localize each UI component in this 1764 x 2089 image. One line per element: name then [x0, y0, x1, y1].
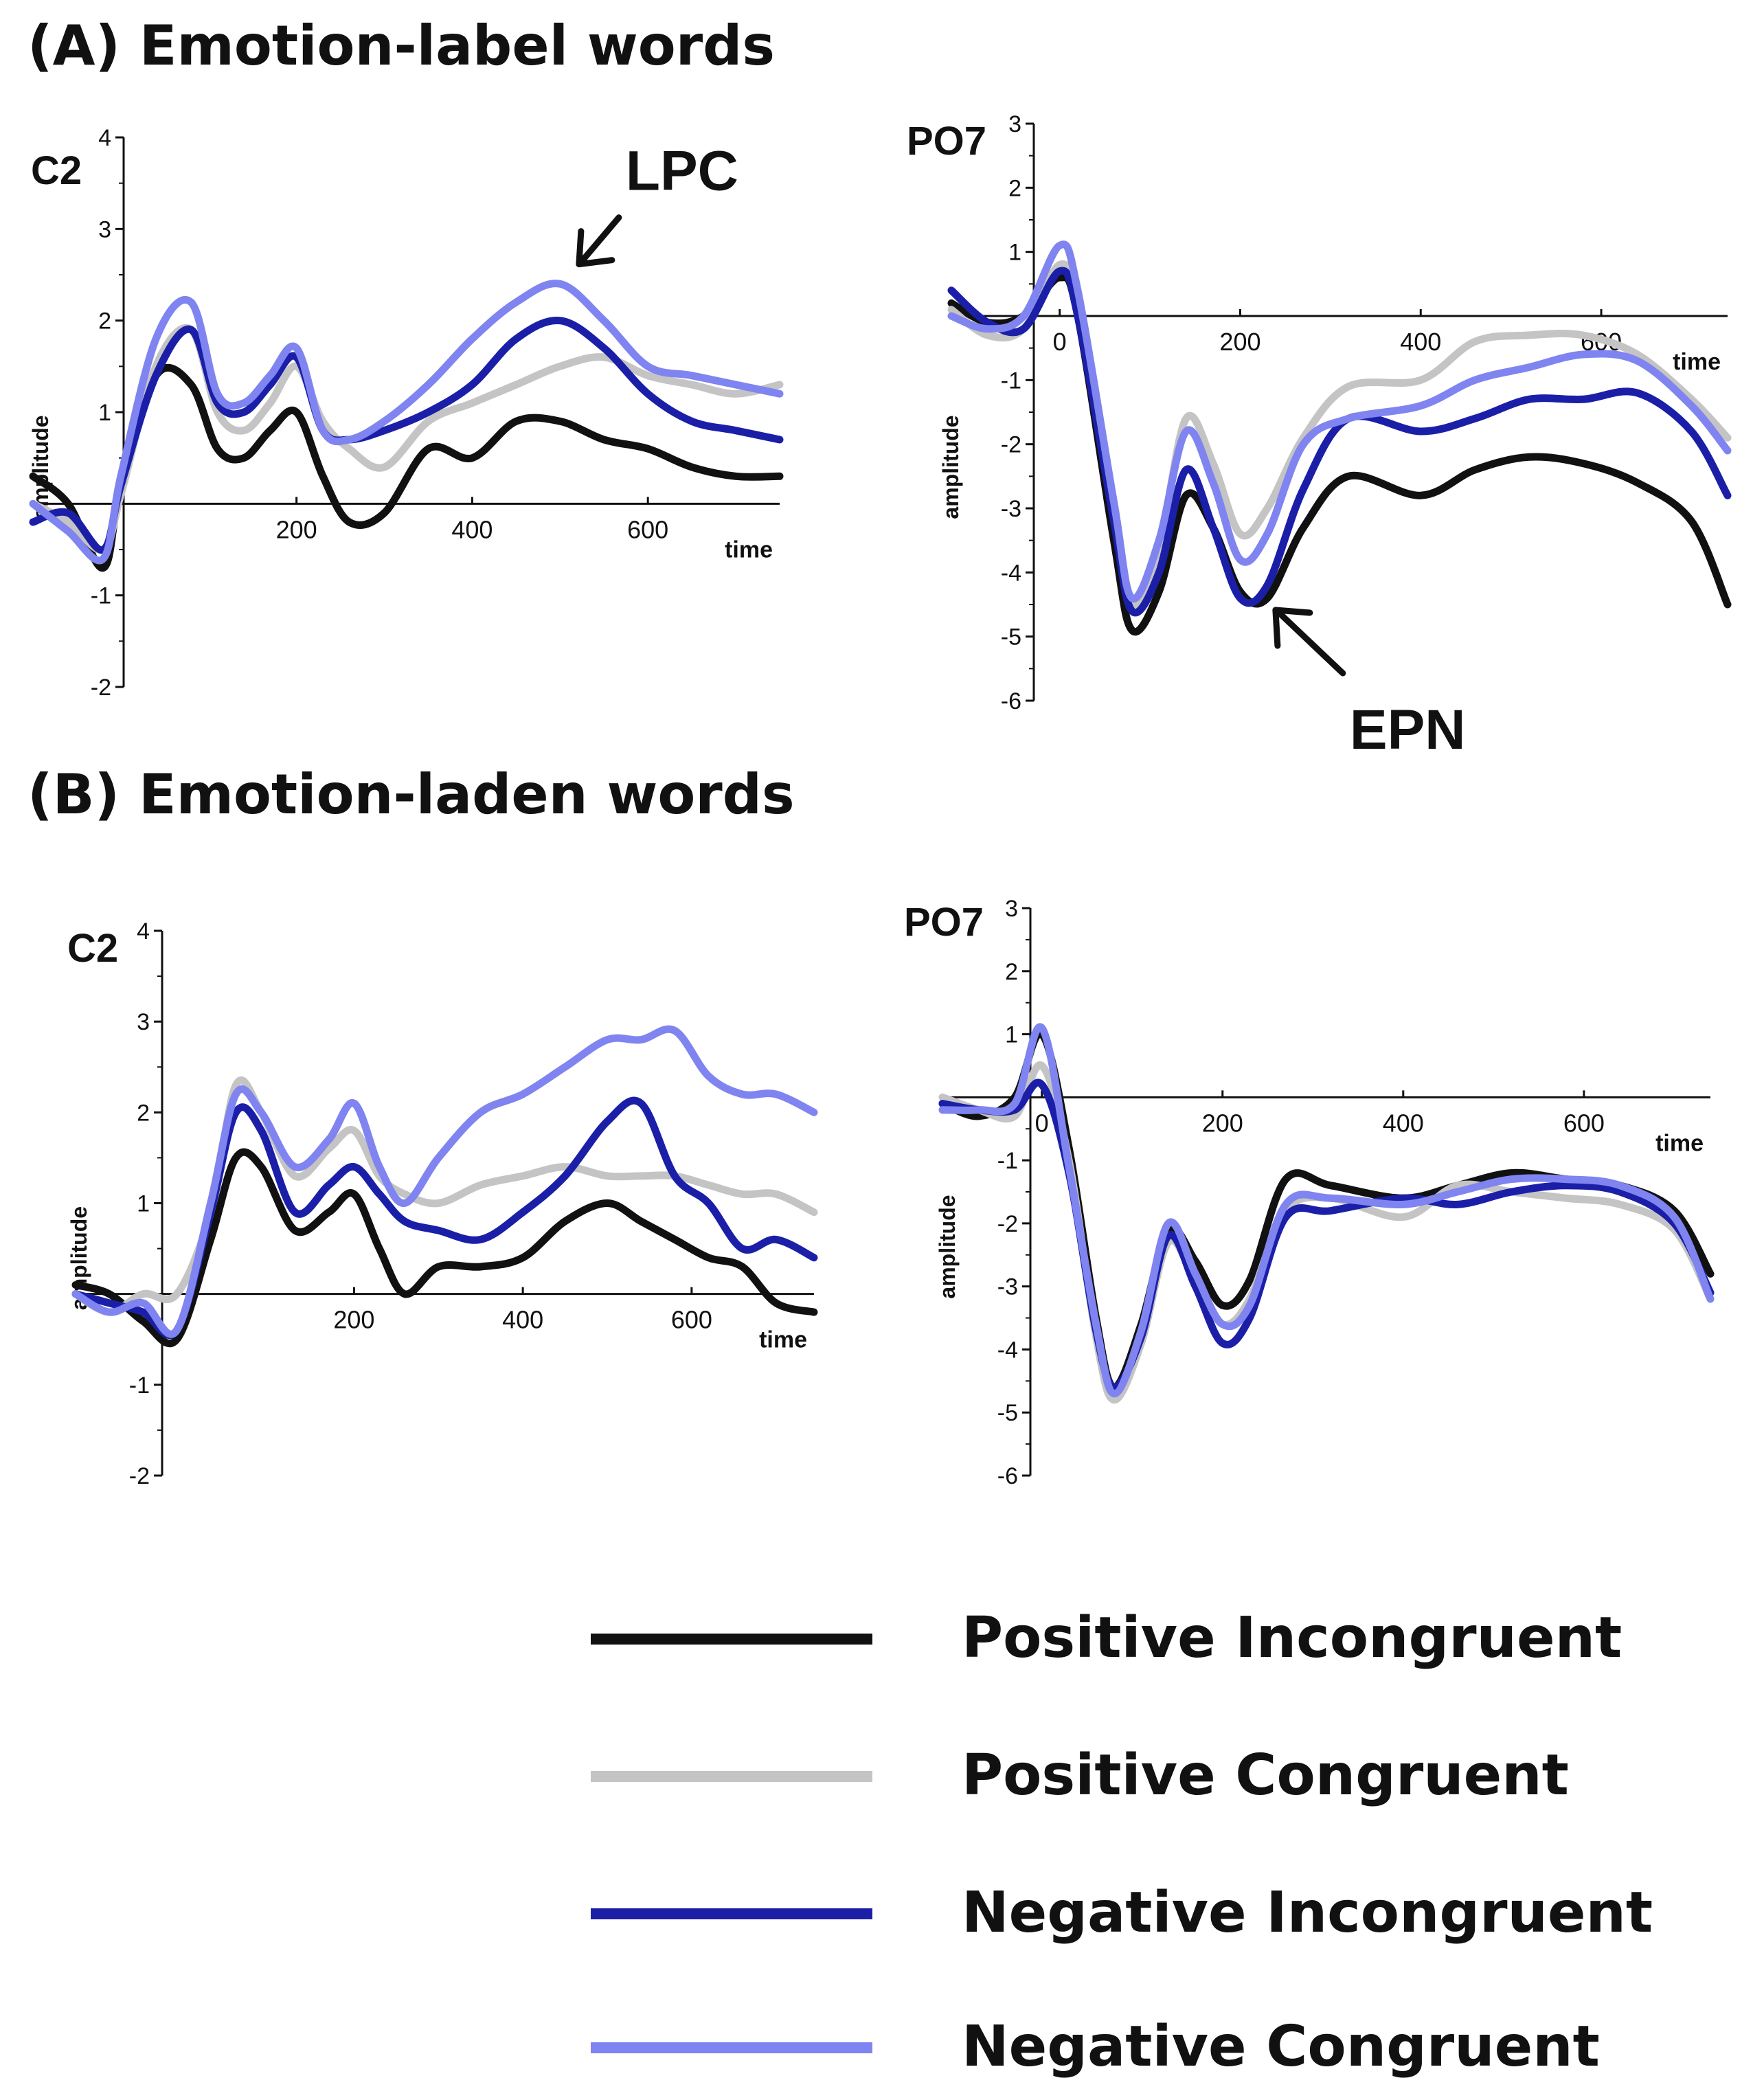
chart-3-series-positive-incongruent [71, 1148, 818, 1348]
chart-1-ytick-label-1: -1 [91, 583, 111, 609]
legend-label-negative-congruent: Negative Congruent [962, 2014, 1600, 2079]
chart-2-series-negative-incongruent [947, 267, 1732, 617]
legend-item-positive-congruent: Positive Congruent [591, 1738, 1690, 1814]
legend-label-negative-incongruent: Negative Incongruent [962, 1880, 1653, 1945]
chart-2-xtick-label-2: 400 [1400, 328, 1441, 356]
chart-4-ylabel: amplitude [935, 1195, 960, 1298]
chart-1-annotation-arrowhead [576, 228, 615, 268]
chart-4-ytick-label-5: -1 [997, 1148, 1018, 1174]
section-b-title: (B) Emotion-laden words [27, 763, 795, 826]
chart-1-xtick-label-1: 400 [451, 515, 493, 543]
legend-item-positive-incongruent: Positive Incongruent [591, 1601, 1690, 1676]
chart-2-ytick-label-7: 2 [1008, 175, 1021, 201]
chart-1-ytick-label-0: -2 [91, 675, 111, 701]
chart-1-title: C2 [31, 148, 82, 193]
chart-4-title: PO7 [904, 900, 984, 945]
chart-2-title: PO7 [907, 119, 986, 163]
chart-1-ytick-label-5: 4 [98, 125, 111, 151]
chart-1-xtick-label-2: 600 [627, 515, 668, 543]
legend-label-positive-congruent: Positive Congruent [962, 1743, 1569, 1808]
chart-2-ytick-label-5: -1 [1001, 368, 1021, 394]
chart-3-ytick-label-1: -1 [129, 1373, 150, 1399]
chart-2-xtick-label-0: 0 [1053, 328, 1067, 356]
chart-4-ytick-label-7: 2 [1005, 959, 1018, 985]
chart-1-xlabel: time [725, 537, 773, 563]
section-a-title: (A) Emotion-label words [27, 14, 776, 78]
chart-1-series-negative-congruent [29, 280, 784, 565]
chart-4-ytick-label-2: -4 [997, 1337, 1018, 1363]
chart-2-annotation-arrow [1274, 608, 1346, 677]
chart-4-xtick-label-0: 0 [1035, 1109, 1049, 1137]
chart-4-ytick-label-6: 1 [1005, 1022, 1018, 1048]
chart-4-xtick-label-1: 200 [1202, 1109, 1243, 1137]
legend-swatch-negative-incongruent [591, 1908, 872, 1919]
chart-2-xlabel: time [1673, 349, 1721, 375]
chart-4-ytick-label-4: -2 [997, 1211, 1018, 1237]
legend-swatch-positive-congruent [591, 1771, 872, 1782]
chart-1-xtick-label-0: 200 [276, 515, 317, 543]
chart-1-ytick-label-4: 3 [98, 216, 111, 242]
chart-4-ytick-label-1: -5 [997, 1400, 1018, 1426]
chart-4-series-negative-congruent [938, 1023, 1715, 1398]
chart-3-ytick-label-4: 3 [137, 1009, 150, 1035]
legend: Positive Incongruent Positive Congruent … [591, 1601, 1690, 2081]
chart-1-ytick-label-3: 2 [98, 308, 111, 335]
legend-label-positive-incongruent: Positive Incongruent [962, 1605, 1622, 1671]
chart-2-ytick-label-6: 1 [1008, 240, 1021, 266]
chart-4-ytick-label-0: -6 [997, 1463, 1018, 1489]
legend-item-negative-incongruent: Negative Incongruent [591, 1875, 1690, 1951]
chart-3-title: C2 [67, 926, 118, 971]
chart-3-xtick-label-2: 600 [671, 1306, 712, 1334]
legend-swatch-positive-incongruent [591, 1634, 872, 1645]
chart-3-xtick-label-1: 400 [502, 1306, 543, 1334]
chart-3-ytick-label-3: 2 [137, 1100, 150, 1126]
chart-2-annotation-arrowhead [1272, 607, 1313, 649]
chart-2-ytick-label-3: -3 [1001, 496, 1021, 522]
legend-swatch-negative-congruent [591, 2042, 872, 2053]
chart-3-ytick-label-0: -2 [129, 1463, 150, 1489]
chart-2-xtick-label-1: 200 [1219, 328, 1260, 356]
chart-2-ytick-label-2: -4 [1001, 560, 1021, 586]
chart-2-ytick-label-0: -6 [1001, 688, 1021, 714]
chart-2-ylabel: amplitude [938, 415, 963, 519]
chart-3-ytick-label-2: 1 [137, 1191, 150, 1217]
chart-3-series-negative-congruent [71, 1025, 818, 1338]
chart-2-ytick-label-1: -5 [1001, 624, 1021, 651]
chart-3-xtick-label-0: 200 [333, 1306, 374, 1334]
chart-4-xtick-label-3: 600 [1563, 1109, 1605, 1137]
legend-item-negative-congruent: Negative Congruent [591, 2009, 1690, 2085]
chart-4-ytick-label-8: 3 [1005, 896, 1018, 922]
chart-3-ytick-label-5: 4 [137, 918, 150, 945]
chart-2-series-negative-congruent [947, 240, 1732, 603]
chart-1-annotation-label: LPC [626, 140, 738, 203]
chart-1-annotation-arrow [578, 214, 622, 266]
chart-1-ytick-label-2: 1 [98, 400, 111, 426]
chart-2-ytick-label-4: -2 [1001, 432, 1021, 458]
chart-3-xlabel: time [759, 1327, 807, 1353]
chart-4-xlabel: time [1655, 1130, 1704, 1156]
chart-2-ytick-label-8: 3 [1008, 111, 1021, 137]
chart-4-ytick-label-3: -3 [997, 1274, 1018, 1300]
chart-2-annotation-label: EPN [1350, 699, 1466, 761]
chart-4-xtick-label-2: 400 [1383, 1109, 1424, 1137]
